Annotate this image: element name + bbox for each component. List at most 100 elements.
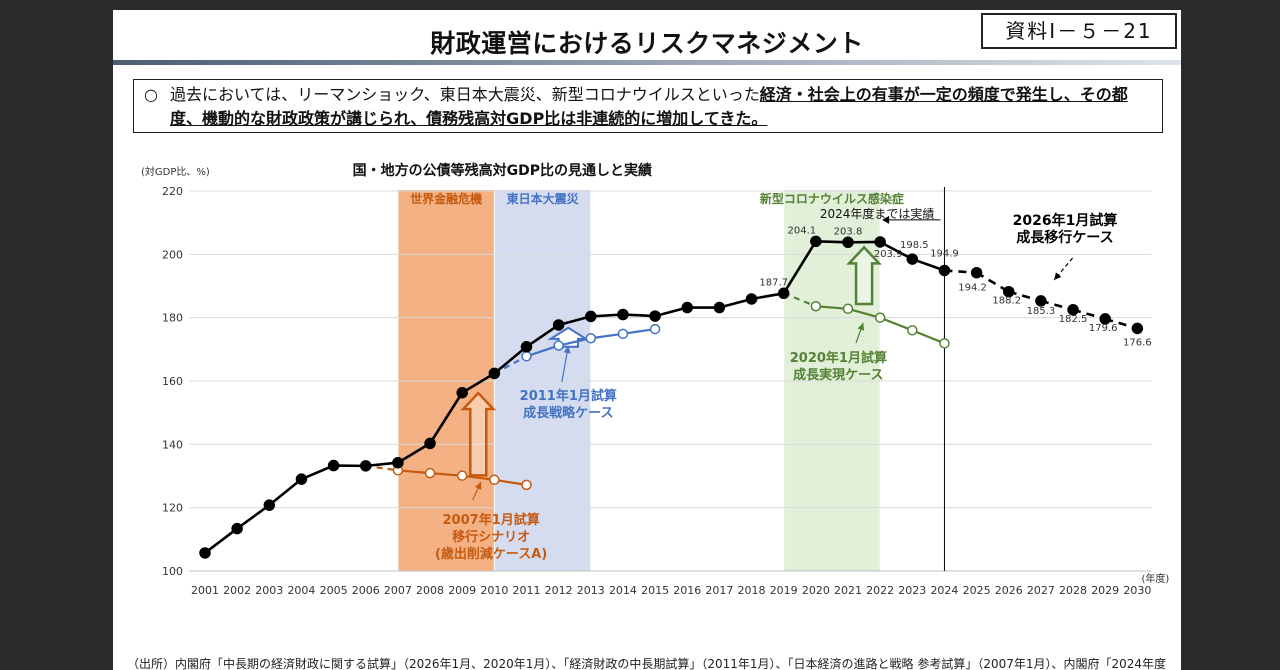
series-point [907,325,918,336]
series-point [489,474,500,486]
series-segment [944,269,977,274]
y-tick-label: 160 [162,375,183,388]
series-segment [493,345,528,375]
series-segment [622,327,656,335]
series-segment [975,271,1010,293]
x-tick-label: 2001 [191,584,219,597]
series-segment [590,332,624,340]
event-band-label: 東日本大震災 [507,191,580,206]
gap-arrow-2007 [460,391,497,477]
x-tick-label: 2030 [1123,584,1151,597]
x-tick-label: 2003 [255,584,283,597]
series-point [521,479,532,491]
divider-arrow-head [882,215,890,224]
series-point [327,459,340,472]
case-annotation-label: 移行シナリオ [452,529,530,545]
case-annotation-label: 成長移行ケース [1016,229,1113,246]
x-tick-label: 2008 [416,584,444,597]
x-tick-label: 2025 [963,584,991,597]
x-tick-label: 2005 [320,584,348,597]
series-point [1099,313,1111,325]
series-point [777,287,790,300]
x-tick-label: 2023 [898,584,926,597]
data-label: 185.3 [1027,306,1056,317]
data-label: 198.5 [900,240,929,251]
x-tick-label: 2013 [577,584,605,597]
data-label: 204.1 [788,225,817,236]
series-point [231,522,243,535]
x-tick-label: 2012 [545,584,573,597]
gap-arrow-2020 [846,245,882,306]
series-segment [429,472,463,477]
series-segment [397,469,431,475]
series-point [1131,322,1144,335]
x-tick-label: 2016 [673,584,701,597]
data-label: 203.8 [834,226,863,237]
pointer-2011-head [563,346,571,354]
event-band-label: 新型コロナウイルス感染症 [760,191,904,206]
y-tick-label: 180 [162,312,183,325]
x-tick-label: 2007 [384,584,412,597]
case-annotation-label: (歳出削減ケースA) [435,546,547,562]
data-label: 188.2 [992,296,1021,307]
case-annotation-label: 2020年1月試算 [790,350,887,366]
y-tick-label: 200 [162,248,183,261]
y-tick-label: 140 [162,438,183,451]
series-segment [461,372,496,394]
series-point [521,351,532,362]
series-point [906,253,919,265]
x-tick-label: 2024 [930,584,958,597]
case-annotation-label: 2007年1月試算 [443,512,540,528]
x-tick-label: 2028 [1059,584,1087,597]
series-point [874,312,886,323]
series-point [424,437,436,450]
series-point [649,323,661,335]
series-point [842,236,854,249]
series-point [456,470,468,481]
x-tick-label: 2004 [287,584,315,597]
x-tick-label: 2029 [1091,584,1119,597]
series-point [424,467,436,479]
x-tick-label: 2021 [834,584,862,597]
x-tick-label: 2006 [352,584,380,597]
x-tick-label: 2017 [705,584,733,597]
case-annotation-label: 成長戦略ケース [523,405,613,421]
series-segment [879,316,913,332]
series-point [617,308,629,321]
slide: 財政運営におけるリスクマネジメント 資料Ⅰ－５－21 ○ 過去においては、リーマ… [113,10,1181,670]
summary-text-plain: 過去においては、リーマンショック、東日本大震災、新型コロナウイルスといった [170,85,760,104]
series-segment [879,240,913,261]
series-point [520,341,533,353]
title-underline-bar [113,60,1181,65]
data-label: 187.7 [759,277,788,288]
series-point [874,236,886,248]
bullet-icon: ○ [144,85,158,104]
series-point [1035,295,1047,307]
series-segment [558,337,592,347]
series-point [585,333,597,344]
series-point [745,293,758,305]
x-tick-label: 2020 [802,584,830,597]
series-segment [525,323,560,348]
x-axis-label: (年度) [1142,572,1170,585]
series-segment [204,527,238,554]
data-label: 179.6 [1089,323,1118,334]
series-point [1067,304,1079,316]
data-label: 194.9 [930,248,959,259]
x-tick-label: 2018 [738,584,766,597]
data-label: 176.6 [1123,337,1152,348]
document-number: 資料Ⅰ－５－21 [981,13,1177,49]
series-point [392,456,404,469]
case-annotation-label: 2011年1月試算 [520,388,617,404]
pointer-2026-head [1054,272,1062,280]
series-segment [911,329,945,345]
series-segment [236,504,271,530]
pointer-2020-head [857,323,865,331]
series-point [456,386,468,399]
series-point [585,310,597,323]
series-point [713,301,726,314]
series-point [649,310,661,322]
page-title: 財政運営におけるリスクマネジメント [430,29,864,58]
series-point [488,367,501,380]
series-point [810,235,822,248]
